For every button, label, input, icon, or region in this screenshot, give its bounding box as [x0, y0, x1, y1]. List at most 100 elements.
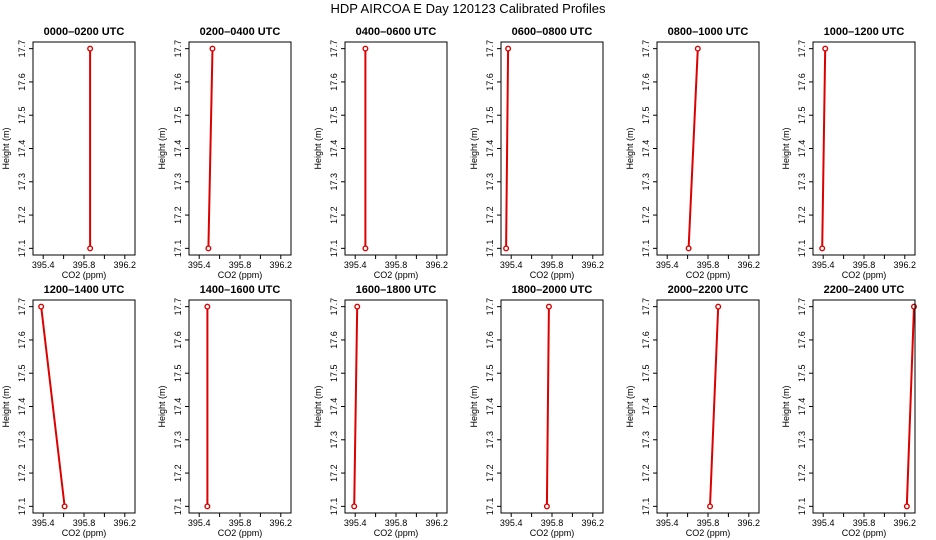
- y-tick-label: 17.2: [173, 206, 183, 224]
- x-axis-label: CO2 (ppm): [218, 270, 263, 280]
- plot-frame: [188, 41, 292, 256]
- plot-frame: [812, 41, 916, 256]
- x-tick-label: 396.2: [894, 518, 917, 528]
- y-tick-label: 17.7: [641, 40, 651, 58]
- y-tick-label: 17.1: [485, 240, 495, 258]
- chart-panel: 0800–1000 UTC 395.4 395.8 396.2 17.1 17.2 17.3…: [625, 26, 760, 280]
- x-tick-label: 396.2: [738, 518, 761, 528]
- y-axis-label: Height (m): [781, 385, 791, 427]
- y-tick-label: 17.6: [485, 73, 495, 91]
- y-tick-label: 17.7: [17, 298, 27, 316]
- data-point: [685, 245, 692, 252]
- y-axis-label: Height (m): [1, 127, 11, 169]
- x-tick-label: 395.8: [229, 518, 252, 528]
- data-point: [204, 303, 211, 310]
- x-tick-label: 395.8: [73, 260, 96, 270]
- y-tick-label: 17.1: [173, 498, 183, 516]
- y-tick-label: 17.4: [173, 140, 183, 158]
- x-tick-label: 396.2: [270, 518, 293, 528]
- y-tick-label: 17.7: [641, 298, 651, 316]
- y-tick-label: 17.6: [329, 331, 339, 349]
- x-tick-label: 395.4: [32, 518, 55, 528]
- y-tick-label: 17.4: [17, 140, 27, 158]
- y-tick-label: 17.6: [641, 73, 651, 91]
- panel-title: 1600–1800 UTC: [356, 284, 437, 296]
- y-tick-label: 17.6: [173, 331, 183, 349]
- data-point: [354, 303, 361, 310]
- y-tick-label: 17.7: [797, 40, 807, 58]
- y-axis-label: Height (m): [157, 127, 167, 169]
- x-tick-label: 395.4: [500, 518, 523, 528]
- y-tick-label: 17.2: [641, 464, 651, 482]
- y-axis-label: Height (m): [625, 385, 635, 427]
- plot-frame: [656, 299, 760, 514]
- series-line: [709, 306, 720, 507]
- plot-frame: [188, 299, 292, 514]
- y-tick-label: 17.5: [17, 106, 27, 124]
- y-tick-label: 17.1: [173, 240, 183, 258]
- y-tick-label: 17.5: [485, 106, 495, 124]
- y-tick-label: 17.2: [17, 464, 27, 482]
- data-point: [204, 503, 211, 510]
- x-axis-label: CO2 (ppm): [62, 528, 107, 538]
- data-point: [61, 503, 68, 510]
- chart-panel: 0600–0800 UTC 395.4 395.8 396.2 17.1 17.2 17.3…: [469, 26, 604, 280]
- figure-title: HDP AIRCOA E Day 120123 Calibrated Profi…: [330, 1, 606, 16]
- data-point: [87, 45, 94, 52]
- series-line: [353, 306, 359, 507]
- data-point: [707, 503, 714, 510]
- y-tick-label: 17.5: [485, 364, 495, 382]
- data-point: [503, 245, 510, 252]
- y-axis-label: Height (m): [781, 127, 791, 169]
- panel-title: 0400–0600 UTC: [356, 26, 437, 38]
- x-tick-label: 395.4: [812, 518, 835, 528]
- chart-panel: 0200–0400 UTC 395.4 395.8 396.2 17.1 17.2 17.3…: [157, 26, 292, 280]
- x-tick-label: 395.4: [188, 260, 211, 270]
- plot-frame: [32, 299, 136, 514]
- data-point: [910, 303, 917, 310]
- chart-panel: 1600–1800 UTC 395.4 395.8 396.2 17.1 17.2 17.3…: [313, 284, 448, 538]
- x-tick-label: 395.4: [656, 260, 679, 270]
- y-tick-label: 17.4: [641, 140, 651, 158]
- x-tick-label: 396.2: [738, 260, 761, 270]
- plot-frame: [656, 41, 760, 256]
- chart-panel: 1800–2000 UTC 395.4 395.8 396.2 17.1 17.2 17.3…: [469, 284, 604, 538]
- y-tick-label: 17.4: [797, 398, 807, 416]
- x-tick-label: 396.2: [114, 518, 137, 528]
- series-line: [687, 48, 699, 249]
- x-axis-label: CO2 (ppm): [374, 528, 419, 538]
- data-point: [903, 503, 910, 510]
- y-tick-label: 17.4: [173, 398, 183, 416]
- y-axis-label: Height (m): [469, 385, 479, 427]
- x-tick-label: 395.8: [385, 260, 408, 270]
- series-line: [821, 48, 827, 249]
- y-tick-label: 17.5: [17, 364, 27, 382]
- y-tick-label: 17.6: [641, 331, 651, 349]
- x-tick-label: 396.2: [894, 260, 917, 270]
- x-tick-label: 396.2: [582, 260, 605, 270]
- x-tick-label: 395.8: [853, 518, 876, 528]
- y-tick-label: 17.4: [485, 140, 495, 158]
- y-tick-label: 17.7: [329, 298, 339, 316]
- y-tick-label: 17.3: [797, 431, 807, 449]
- x-tick-label: 395.8: [697, 260, 720, 270]
- y-tick-label: 17.7: [797, 298, 807, 316]
- y-tick-label: 17.2: [329, 206, 339, 224]
- x-tick-label: 396.2: [114, 260, 137, 270]
- x-axis-label: CO2 (ppm): [218, 528, 263, 538]
- y-axis-label: Height (m): [313, 127, 323, 169]
- data-point: [351, 503, 358, 510]
- y-tick-label: 17.6: [329, 73, 339, 91]
- y-tick-label: 17.4: [641, 398, 651, 416]
- panel-title: 1400–1600 UTC: [200, 284, 281, 296]
- plot-frame: [344, 41, 448, 256]
- data-point: [505, 45, 512, 52]
- y-tick-label: 17.7: [173, 40, 183, 58]
- x-tick-label: 395.8: [541, 260, 564, 270]
- x-tick-label: 395.4: [344, 260, 367, 270]
- series-line: [545, 306, 550, 507]
- y-tick-label: 17.2: [17, 206, 27, 224]
- panel-title: 0800–1000 UTC: [668, 26, 749, 38]
- x-axis-label: CO2 (ppm): [530, 270, 575, 280]
